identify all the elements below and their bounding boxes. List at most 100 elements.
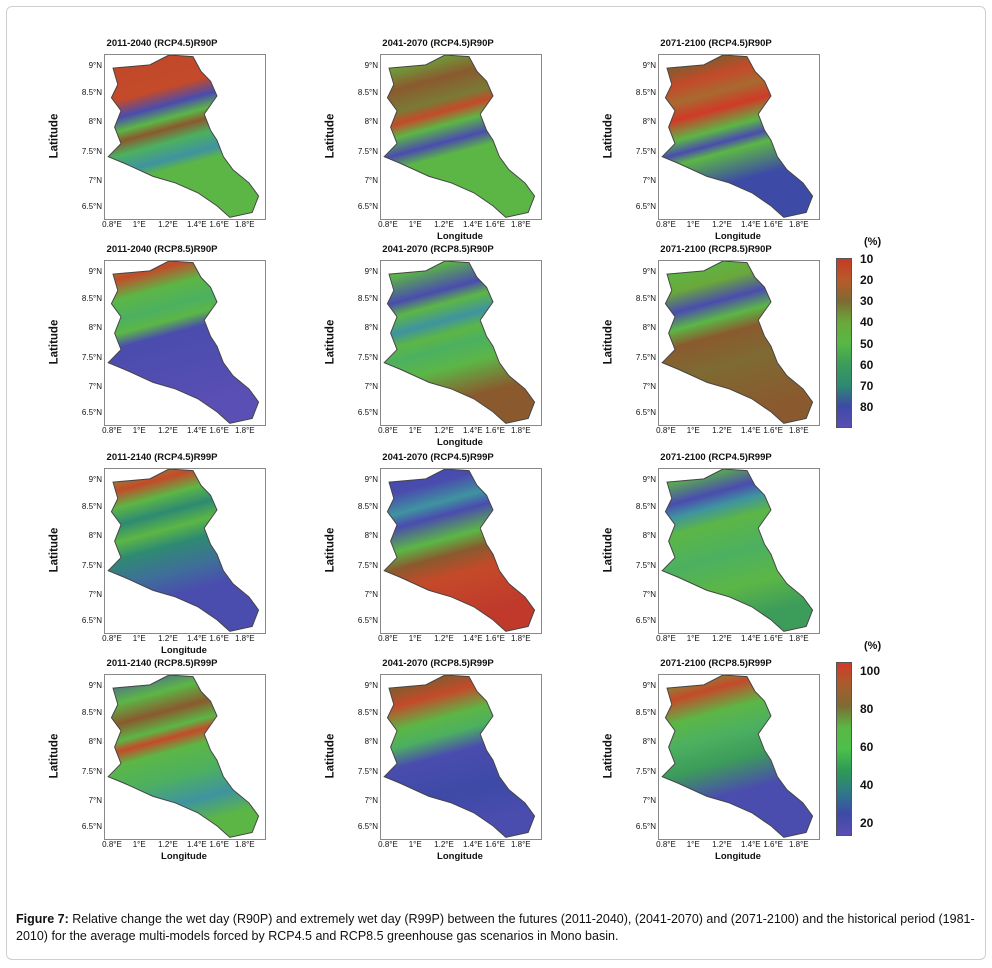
lon-tick-label: 1°E — [686, 840, 700, 849]
lon-tick-label: 1°E — [408, 840, 422, 849]
y-axis-label-wrap: Latitude — [324, 674, 340, 838]
lat-tick-label: 8°N — [364, 531, 378, 541]
lat-tick-label: 6.5°N — [81, 822, 102, 832]
lat-ticks: 9°N 8.5°N 8°N 7.5°N 7°N 6.5°N — [620, 54, 656, 218]
lat-tick-label: 9°N — [642, 475, 656, 485]
lon-tick-label: 1.2°E — [158, 840, 178, 849]
lon-ticks: 0.8°E 1°E 1.2°E 1.4°E 1.6°E 1.8°E — [656, 634, 818, 646]
legend-r90p-colorbar — [836, 258, 852, 428]
mono-basin-shape — [383, 675, 536, 838]
lat-tick-label: 8°N — [642, 737, 656, 747]
lon-tick-label: 1.6°E — [209, 840, 230, 849]
lon-tick-label: 1.6°E — [485, 634, 506, 643]
lon-tick-label: 1°E — [132, 426, 146, 435]
y-axis-label-wrap: Latitude — [324, 468, 340, 632]
lon-tick-label: 1.6°E — [763, 634, 784, 643]
x-axis-label: Longitude — [715, 231, 761, 242]
lon-tick-label: 1.2°E — [158, 220, 178, 229]
legend-tick-label: 40 — [860, 315, 874, 330]
lon-tick-label: 1.2°E — [434, 840, 454, 849]
lon-tick-label: 1.4°E — [462, 426, 483, 435]
y-axis-label: Latitude — [48, 733, 61, 779]
y-axis-label-wrap: Latitude — [324, 260, 340, 424]
lat-tick-label: 7°N — [364, 590, 378, 600]
lat-tick-label: 8°N — [642, 117, 656, 127]
mono-basin-shape — [661, 675, 814, 838]
lat-tick-label: 9°N — [364, 475, 378, 485]
panel-title: 2071-2100 (RCP4.5)R90P — [660, 38, 772, 49]
map-plot-area — [658, 468, 820, 634]
lat-tick-label: 8.5°N — [81, 87, 102, 97]
map-panel: 2041-2070 (RCP8.5)R90P Latitude 9°N 8.5°N 8°… — [318, 244, 558, 456]
lat-tick-label: 7.5°N — [81, 560, 102, 570]
lon-tick-label: 1.4°E — [186, 220, 207, 229]
y-axis-label-wrap: Latitude — [324, 54, 340, 218]
lat-ticks: 9°N 8.5°N 8°N 7.5°N 7°N 6.5°N — [620, 674, 656, 838]
lat-tick-label: 7°N — [88, 590, 102, 600]
lon-tick-label: 1.6°E — [485, 840, 506, 849]
lon-tick-label: 1.2°E — [158, 426, 178, 435]
lon-tick-label: 1.2°E — [712, 426, 732, 435]
lon-tick-label: 0.8°E — [378, 426, 398, 435]
caption-text: Relative change the wet day (R90P) and e… — [16, 912, 975, 943]
lon-tick-label: 0.8°E — [378, 220, 398, 229]
lat-tick-label: 7.5°N — [81, 352, 102, 362]
lon-tick-label: 1.2°E — [712, 220, 732, 229]
lon-tick-label: 1°E — [408, 220, 422, 229]
lat-tick-label: 6.5°N — [357, 822, 378, 832]
x-axis-label: Longitude — [437, 231, 483, 242]
y-axis-label-wrap: Latitude — [602, 468, 618, 632]
lat-tick-label: 6.5°N — [635, 822, 656, 832]
lon-tick-label: 0.8°E — [656, 426, 676, 435]
lon-ticks: 0.8°E 1°E 1.2°E 1.4°E 1.6°E 1.8°E — [102, 426, 264, 438]
lon-tick-label: 1.4°E — [186, 840, 207, 849]
map-panel: 2011-2040 (RCP8.5)R90P Latitude 9°N 8.5°N 8°… — [42, 244, 282, 456]
legend-r99p-colorbar — [836, 662, 852, 836]
lon-tick-label: 0.8°E — [656, 840, 676, 849]
lon-tick-label: 0.8°E — [102, 840, 122, 849]
lat-tick-label: 7°N — [364, 382, 378, 392]
lon-tick-label: 1°E — [408, 426, 422, 435]
lat-tick-label: 8°N — [364, 117, 378, 127]
y-axis-label: Latitude — [48, 319, 61, 365]
y-axis-label-wrap: Latitude — [602, 674, 618, 838]
lat-tick-label: 8.5°N — [81, 707, 102, 717]
lon-tick-label: 1.2°E — [434, 220, 454, 229]
lat-tick-label: 9°N — [642, 267, 656, 277]
legend-tick-label: 30 — [860, 294, 874, 309]
lat-tick-label: 8°N — [642, 323, 656, 333]
y-axis-label: Latitude — [324, 733, 337, 779]
lat-tick-label: 7.5°N — [635, 766, 656, 776]
map-panel: 2071-2100 (RCP4.5)R90P Latitude 9°N 8.5°N 8°… — [596, 38, 836, 250]
lon-tick-label: 1.8°E — [234, 634, 255, 643]
lon-tick-label: 1.8°E — [234, 426, 255, 435]
lon-tick-label: 1.8°E — [510, 220, 531, 229]
mono-basin-shape — [383, 261, 536, 424]
y-axis-label: Latitude — [324, 319, 337, 365]
lat-tick-label: 8.5°N — [635, 87, 656, 97]
lon-tick-label: 1.6°E — [485, 220, 506, 229]
basin-map — [661, 469, 814, 632]
legend-tick-label: 100 — [860, 664, 881, 678]
lon-tick-label: 1.6°E — [763, 840, 784, 849]
lon-tick-label: 0.8°E — [378, 634, 398, 643]
lon-ticks: 0.8°E 1°E 1.2°E 1.4°E 1.6°E 1.8°E — [378, 634, 540, 646]
lat-tick-label: 6.5°N — [81, 408, 102, 418]
x-axis-label: Longitude — [161, 645, 207, 656]
basin-map — [383, 469, 536, 632]
map-plot-area — [104, 674, 266, 840]
lat-tick-label: 9°N — [88, 475, 102, 485]
legend-r90p: (%) 10 20 30 40 50 60 70 80 — [836, 236, 896, 438]
lat-tick-label: 6.5°N — [81, 202, 102, 212]
lat-tick-label: 7.5°N — [357, 560, 378, 570]
lat-tick-label: 9°N — [88, 267, 102, 277]
lat-tick-label: 8.5°N — [357, 293, 378, 303]
lon-tick-label: 1.2°E — [712, 840, 732, 849]
y-axis-label: Latitude — [602, 113, 615, 159]
lat-tick-label: 8°N — [364, 737, 378, 747]
map-plot-area — [104, 468, 266, 634]
lon-tick-label: 1.6°E — [209, 220, 230, 229]
lon-tick-label: 1.8°E — [788, 220, 809, 229]
lon-tick-label: 1.8°E — [234, 220, 255, 229]
lat-tick-label: 6.5°N — [81, 616, 102, 626]
